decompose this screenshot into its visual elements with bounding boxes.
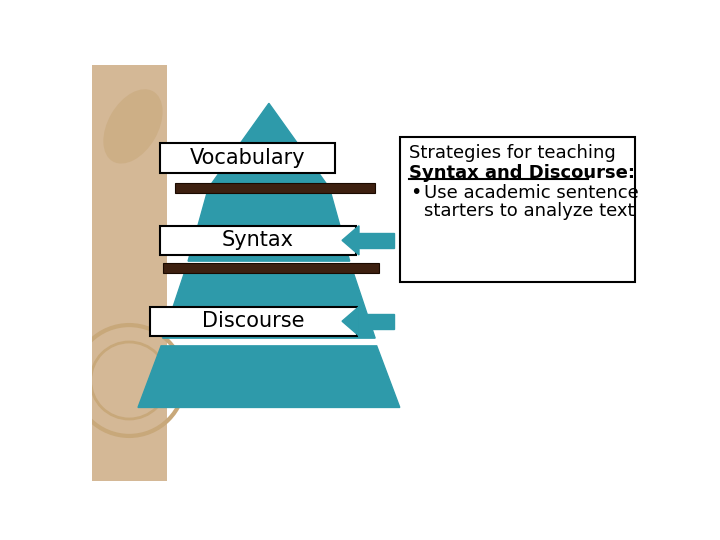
Polygon shape xyxy=(342,307,359,336)
Polygon shape xyxy=(188,192,350,261)
Text: Syntax: Syntax xyxy=(221,231,293,251)
Ellipse shape xyxy=(104,89,163,164)
Bar xyxy=(92,65,166,481)
Bar xyxy=(160,143,335,173)
Bar xyxy=(359,314,395,329)
Text: Vocabulary: Vocabulary xyxy=(189,148,305,168)
Bar xyxy=(359,233,395,248)
Bar xyxy=(400,137,634,282)
Polygon shape xyxy=(163,269,375,338)
Bar xyxy=(150,307,357,336)
Text: Discourse: Discourse xyxy=(202,311,305,331)
Bar xyxy=(175,184,375,193)
Polygon shape xyxy=(211,103,327,184)
Text: starters to analyze text: starters to analyze text xyxy=(425,202,635,220)
Text: Use academic sentence: Use academic sentence xyxy=(425,184,639,201)
Bar xyxy=(160,226,356,255)
Text: Strategies for teaching: Strategies for teaching xyxy=(409,144,616,163)
Bar xyxy=(163,262,379,273)
Text: Syntax and Discourse:: Syntax and Discourse: xyxy=(409,164,635,181)
Polygon shape xyxy=(342,226,359,255)
Polygon shape xyxy=(138,346,400,408)
Text: •: • xyxy=(410,183,422,202)
